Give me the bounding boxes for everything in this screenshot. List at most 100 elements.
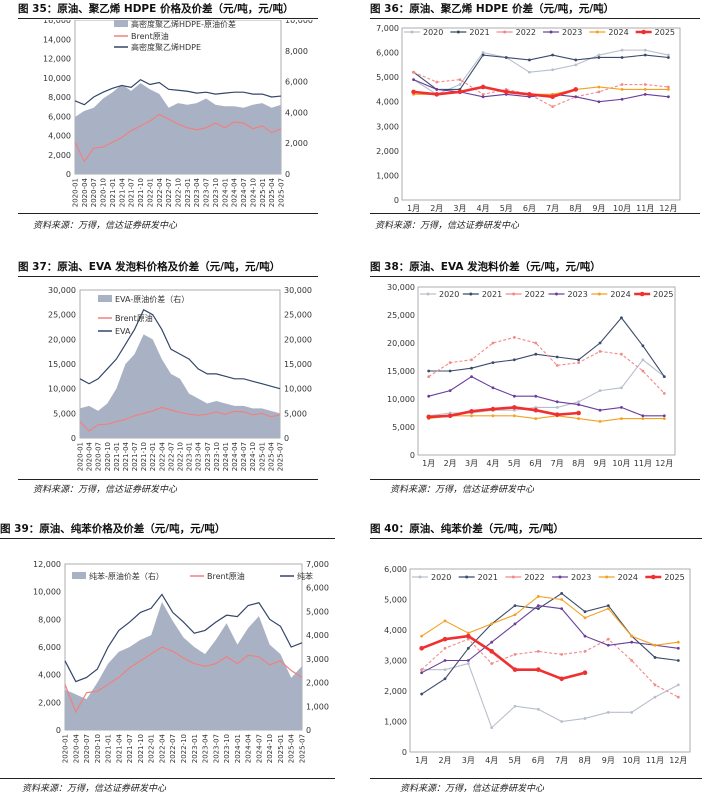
panel-chart-37: 图 37：原油、EVA 发泡料价格及价差（元/吨，元/吨） 0 5,000 10,0… bbox=[18, 258, 318, 495]
point-2021 bbox=[560, 592, 564, 595]
point-2022 bbox=[577, 361, 581, 364]
point-2022 bbox=[551, 105, 554, 109]
point-2024 bbox=[598, 420, 602, 423]
y-tick-label: 6,000 bbox=[376, 49, 399, 58]
point-2025 bbox=[554, 412, 560, 417]
point-2021 bbox=[641, 344, 645, 348]
x-tick-label: 11月 bbox=[636, 204, 654, 213]
point-2023 bbox=[443, 659, 447, 662]
point-2023 bbox=[448, 389, 452, 392]
point-2025 bbox=[442, 636, 448, 642]
series-line-2 bbox=[64, 593, 303, 683]
y-tick-label: 20,000 bbox=[387, 339, 415, 348]
legend-label: 2025 bbox=[664, 573, 684, 582]
point-2022 bbox=[536, 649, 540, 653]
series-line-2022 bbox=[421, 638, 679, 698]
point-2024 bbox=[470, 414, 473, 418]
point-2020 bbox=[466, 662, 470, 665]
x-tick-label: 10月 bbox=[623, 756, 641, 765]
series-line-2024 bbox=[421, 595, 679, 646]
y2-tick-label: 3,000 bbox=[306, 655, 329, 664]
point-2024 bbox=[641, 417, 645, 420]
legend-label: 2025 bbox=[655, 28, 675, 37]
point-2025 bbox=[469, 409, 474, 414]
series-line-2022 bbox=[428, 336, 665, 394]
point-2020 bbox=[443, 668, 447, 672]
point-2022 bbox=[606, 637, 610, 641]
point-2022 bbox=[630, 659, 634, 662]
x-tick-label: 2023-07 bbox=[212, 734, 220, 763]
point-2021 bbox=[606, 604, 610, 607]
point-2022 bbox=[662, 392, 666, 395]
point-2025 bbox=[447, 413, 453, 419]
point-2023 bbox=[574, 95, 578, 99]
x-tick-label: 2022-01 bbox=[149, 442, 157, 471]
point-2020 bbox=[528, 70, 531, 74]
plot-frame bbox=[417, 286, 676, 456]
point-2023 bbox=[667, 95, 670, 99]
legend-marker bbox=[549, 30, 553, 34]
point-2023 bbox=[412, 78, 415, 81]
point-2022 bbox=[490, 662, 494, 665]
legend-marker bbox=[512, 292, 516, 296]
x-tick-label: 9月 bbox=[592, 204, 605, 213]
legend-swatch bbox=[98, 295, 112, 302]
x-tick-label: 2024-04 bbox=[231, 441, 239, 471]
point-2023 bbox=[555, 400, 559, 404]
chart-title: 图 39：原油、纯苯价格及价差（元/吨，元/吨） bbox=[0, 523, 226, 535]
point-2020 bbox=[620, 386, 623, 390]
point-2024 bbox=[676, 640, 680, 644]
y-tick-label: 10,000 bbox=[387, 395, 415, 404]
x-tick-label: 2020-01 bbox=[72, 178, 80, 207]
legend-label: 2025 bbox=[653, 290, 673, 299]
x-tick-label: 2021-07 bbox=[131, 442, 139, 471]
x-tick-label: 2025-07 bbox=[299, 734, 307, 763]
legend-label: 2023 bbox=[562, 28, 582, 37]
point-2020 bbox=[574, 63, 578, 67]
chart-title: 图 36：原油、聚乙烯 HDPE 价差（元/吨，元/吨） bbox=[370, 3, 615, 15]
x-tick-label: 2024-07 bbox=[240, 178, 248, 207]
x-tick-label: 2020-04 bbox=[72, 733, 80, 763]
point-2025 bbox=[559, 676, 564, 682]
legend-swatch bbox=[72, 572, 86, 579]
point-2023 bbox=[598, 408, 602, 412]
chart-title: 图 40：原油、纯苯价差（元/吨，元/吨） bbox=[370, 523, 564, 535]
y-tick-label: 8,000 bbox=[48, 93, 71, 102]
point-2022 bbox=[427, 375, 431, 378]
x-tick-label: 4月 bbox=[477, 204, 490, 213]
x-tick-label: 2024-01 bbox=[221, 178, 229, 207]
y-tick-label: 3,000 bbox=[384, 657, 407, 666]
point-2021 bbox=[555, 355, 559, 359]
x-tick-label: 8月 bbox=[569, 204, 582, 213]
series-line-2023 bbox=[413, 79, 669, 103]
x-tick-label: 2024-01 bbox=[234, 734, 242, 763]
point-2021 bbox=[420, 692, 424, 696]
x-tick-label: 2020-01 bbox=[62, 734, 70, 763]
y-tick-label: 20,000 bbox=[48, 335, 76, 344]
point-2020 bbox=[643, 48, 647, 52]
point-2022 bbox=[491, 341, 495, 345]
point-2021 bbox=[448, 369, 452, 373]
y-tick-label: 16,000 bbox=[43, 20, 71, 25]
x-tick-label: 2024-04 bbox=[245, 733, 253, 763]
y2-tick-label: 8,000 bbox=[285, 47, 308, 56]
x-tick-label: 2022-04 bbox=[158, 733, 166, 763]
x-tick-label: 9月 bbox=[593, 459, 606, 468]
legend-marker bbox=[410, 30, 414, 34]
point-2022 bbox=[534, 341, 538, 345]
y-tick-label: 4,000 bbox=[48, 132, 71, 141]
point-2020 bbox=[641, 358, 645, 362]
point-2024 bbox=[536, 595, 540, 598]
point-2024 bbox=[597, 85, 601, 89]
y2-tick-label: 2,000 bbox=[306, 679, 329, 688]
y-tick-label: 5,000 bbox=[376, 73, 399, 82]
series-line-2021 bbox=[421, 592, 679, 695]
series-line-2024 bbox=[428, 415, 665, 422]
series-line-2022 bbox=[413, 71, 669, 108]
chart-35-hdpe-price-spread: 0 2,000 4,000 6,000 8,000 10,000 12,000 14,000 1… bbox=[43, 20, 313, 207]
point-2020 bbox=[490, 726, 494, 729]
series-line-2025 bbox=[421, 634, 586, 681]
x-tick-label: 2023-10 bbox=[212, 178, 220, 207]
legend-label: 纯苯 bbox=[297, 571, 313, 581]
legend-label: 2024 bbox=[618, 573, 638, 582]
